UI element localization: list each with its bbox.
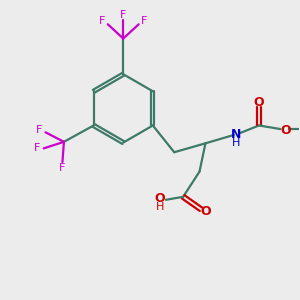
Text: O: O xyxy=(201,205,212,218)
Text: H: H xyxy=(232,138,240,148)
Text: F: F xyxy=(99,16,106,26)
Text: H: H xyxy=(156,202,164,212)
Text: F: F xyxy=(36,125,43,135)
Text: O: O xyxy=(280,124,291,137)
Text: O: O xyxy=(254,96,264,109)
Text: F: F xyxy=(120,10,126,20)
Text: F: F xyxy=(141,16,147,26)
Text: F: F xyxy=(34,143,40,153)
Text: F: F xyxy=(59,163,66,173)
Text: O: O xyxy=(155,192,165,205)
Text: N: N xyxy=(231,128,241,141)
